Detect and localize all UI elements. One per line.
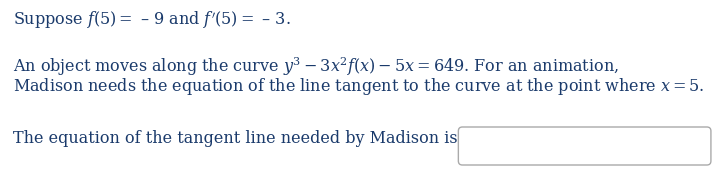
FancyBboxPatch shape: [459, 127, 711, 165]
Text: Suppose $f(5) =$ – 9 and $f'(5) =$ – 3.: Suppose $f(5) =$ – 9 and $f'(5) =$ – 3.: [13, 10, 291, 31]
Text: The equation of the tangent line needed by Madison is: The equation of the tangent line needed …: [13, 130, 458, 147]
Text: An object moves along the curve $y^{3} - 3x^{2}f(x) - 5x = 649$. For an animatio: An object moves along the curve $y^{3} -…: [13, 55, 618, 78]
Text: Madison needs the equation of the line tangent to the curve at the point where $: Madison needs the equation of the line t…: [13, 76, 705, 97]
